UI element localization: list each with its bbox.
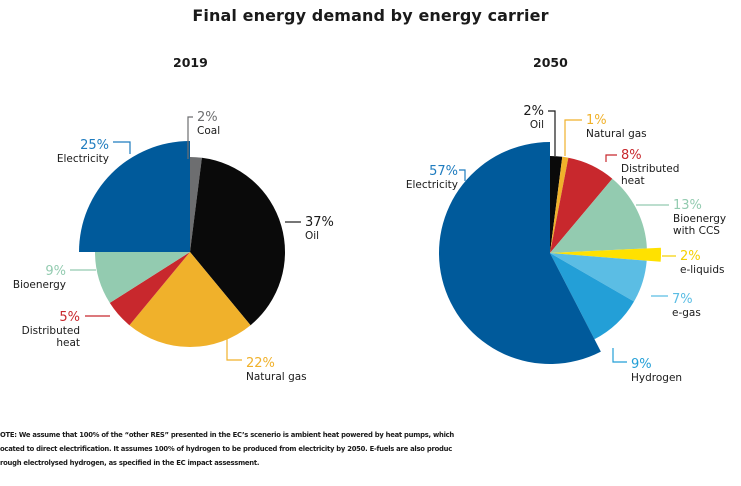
data-label-value-e-gas: 7% — [672, 292, 693, 307]
data-label-name-e-gas: e-gas — [672, 307, 701, 319]
data-label-name-oil: Oil — [305, 230, 319, 242]
pie-2019: 2%Coal 37%Oil 22%Natural gas 5%Distributedh… — [13, 110, 334, 383]
pie-slice-coal — [190, 157, 202, 252]
pie-slice-e-liquids — [550, 247, 661, 262]
data-label-name-hydrogen: Hydrogen — [631, 372, 682, 384]
pie-slice-bioenergy-with-ccs — [550, 178, 647, 253]
data-label-name-oil: Oil — [530, 119, 544, 131]
leader-line-electricity — [113, 141, 131, 154]
pie-slice-electricity — [438, 142, 601, 365]
leader-line-distributed-heat — [605, 154, 617, 162]
pie-slice-bioenergy — [95, 252, 190, 303]
data-label-name-distributed-heat-1: Distributed — [22, 325, 80, 337]
footnote: OTE: We assume that 100% of the “other R… — [0, 428, 741, 470]
data-label-value-distributed-heat: 8% — [621, 148, 642, 163]
data-label-value-distributed-heat: 5% — [59, 310, 80, 325]
leader-line-oil — [548, 110, 556, 156]
data-label-name-natural-gas: Natural gas — [246, 371, 307, 383]
leader-line-coal — [187, 116, 193, 159]
data-label-value-bioenergy: 9% — [45, 264, 66, 279]
pie-slice-e-gas — [550, 253, 647, 302]
pie-slice-oil — [190, 157, 286, 326]
data-label-value-electricity: 57% — [429, 164, 458, 179]
data-label-value-e-liquids: 2% — [680, 249, 701, 264]
data-label-value-oil: 2% — [523, 104, 544, 119]
data-label-name-bioenergy: Bioenergy — [13, 279, 66, 291]
pie-title-2019: 2019 — [173, 55, 208, 70]
data-label-name-electricity: Electricity — [57, 153, 109, 165]
pie-slice-distributed-heat — [550, 157, 613, 253]
data-label-name-natural-gas: Natural gas — [586, 128, 647, 140]
data-label-value-hydrogen: 9% — [631, 357, 652, 372]
leader-line-natural-gas — [564, 119, 582, 156]
data-label-value-bioenergy-with-ccs: 13% — [673, 198, 702, 213]
chart-title: Final energy demand by energy carrier — [192, 6, 549, 25]
data-label-name-bioenergy-with-ccs-2: with CCS — [673, 225, 720, 237]
footnote-line-1: OTE: We assume that 100% of the “other R… — [0, 431, 455, 439]
pie-title-2050: 2050 — [533, 55, 568, 70]
data-label-name-electricity: Electricity — [406, 179, 458, 191]
data-label-name-distributed-heat-2: heat — [621, 175, 645, 187]
data-label-value-electricity: 25% — [80, 138, 109, 153]
leader-line-electricity — [459, 169, 466, 181]
data-label-name-coal: Coal — [197, 125, 220, 137]
pie-slice-natural-gas — [129, 252, 251, 348]
pie-slice-electricity — [79, 141, 190, 252]
pie-slice-distributed-heat — [109, 252, 190, 326]
pie-slice-hydrogen — [550, 253, 634, 340]
data-label-value-oil: 37% — [305, 215, 334, 230]
pie-slice-natural-gas — [550, 156, 569, 253]
leader-line-natural-gas — [226, 337, 242, 361]
data-label-name-distributed-heat-2: heat — [56, 337, 80, 349]
pie-2050: 2%Oil 1%Natural gas8%Distributedheat13%Bi… — [406, 104, 726, 384]
data-label-name-distributed-heat-1: Distributed — [621, 163, 679, 175]
footnote-line-3: rough electrolysed hydrogen, as specifie… — [0, 459, 260, 467]
pie-slice-oil — [550, 156, 563, 253]
data-label-name-bioenergy-with-ccs-1: Bioenergy — [673, 213, 726, 225]
data-label-value-coal: 2% — [197, 110, 218, 125]
data-label-value-natural-gas: 22% — [246, 356, 275, 371]
data-label-value-natural-gas: 1% — [586, 113, 607, 128]
leader-line-hydrogen — [612, 348, 627, 363]
data-label-name-e-liquids: e-liquids — [680, 264, 724, 276]
footnote-line-2: ocated to direct electrification. It ass… — [0, 445, 452, 453]
